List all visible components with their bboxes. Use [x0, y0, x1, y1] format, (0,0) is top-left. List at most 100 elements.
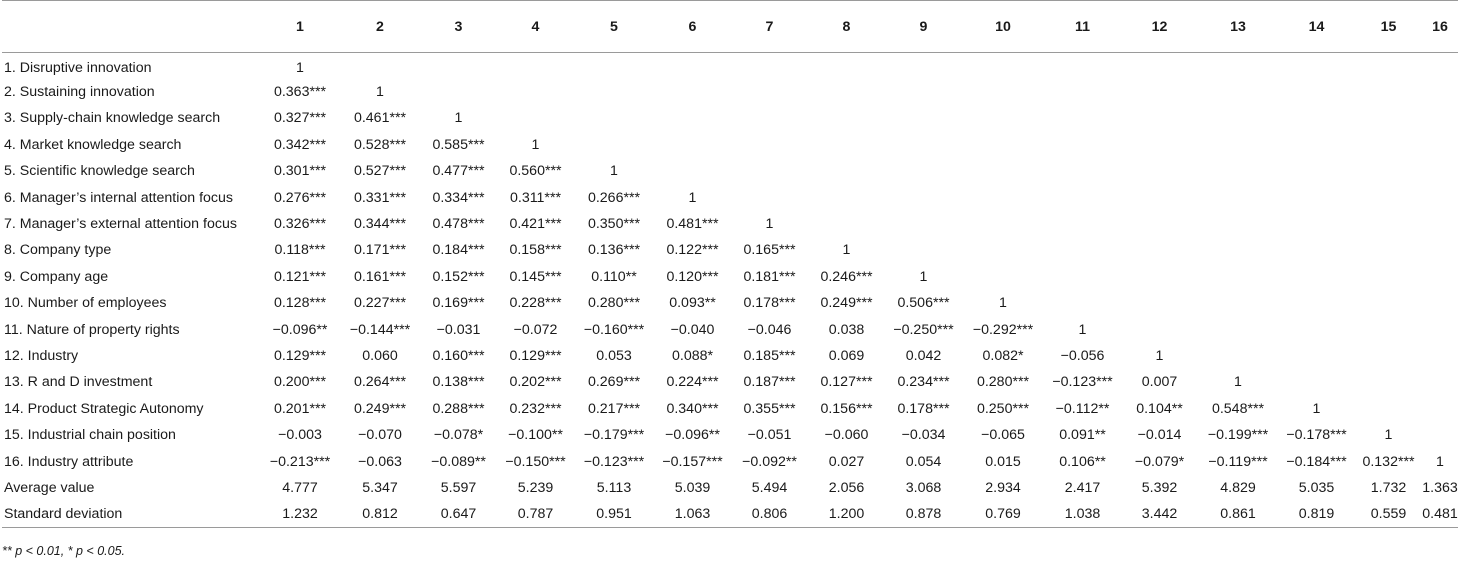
table-cell — [1278, 264, 1355, 290]
table-cell — [885, 184, 962, 210]
table-cell — [1422, 79, 1458, 105]
table-cell: 1 — [1384, 427, 1393, 444]
table-cell: 0.269*** — [587, 374, 641, 391]
table-cell: 1.732 — [1370, 479, 1407, 496]
table-cell — [962, 211, 1044, 237]
table-cell: 0.249*** — [353, 400, 407, 417]
table-cell — [808, 211, 885, 237]
table-cell — [1121, 316, 1198, 342]
table-cell — [1198, 105, 1278, 131]
table-cell: −0.014 — [1137, 427, 1182, 444]
table-cell — [1278, 290, 1355, 316]
table-cell: 0.127*** — [820, 374, 873, 391]
table-cell: 0.145*** — [509, 268, 562, 285]
table-cell — [1198, 79, 1278, 105]
table-cell — [962, 158, 1044, 184]
table-cell — [962, 264, 1044, 290]
table-cell: 0.110** — [591, 268, 637, 285]
table-cell: 0.060 — [362, 347, 398, 364]
table-cell: 0.184*** — [432, 242, 485, 259]
table-cell — [1355, 290, 1422, 316]
table-cell: 0.202*** — [509, 374, 562, 391]
table-cell: 0.506*** — [897, 295, 950, 312]
table-cell — [1044, 290, 1121, 316]
table-cell: 0.160*** — [432, 347, 485, 364]
table-cell — [962, 184, 1044, 210]
table-cell: −0.072 — [513, 321, 558, 338]
row-label: 1. Disruptive innovation — [4, 59, 152, 76]
table-cell — [1422, 343, 1458, 369]
table-cell: 0.340*** — [666, 400, 719, 417]
table-cell: 0.118*** — [274, 242, 326, 259]
table-cell: −0.199*** — [1207, 427, 1269, 444]
table-cell — [962, 105, 1044, 131]
table-cell — [1355, 105, 1422, 131]
table-body: 1. Disruptive innovation 1 2. Sustaining i… — [2, 53, 1458, 529]
table-cell — [731, 132, 808, 158]
table-cell — [1278, 211, 1355, 237]
table-cell: 3.068 — [905, 479, 942, 496]
table-cell: 0.054 — [905, 453, 942, 470]
table-cell: −0.063 — [358, 453, 402, 470]
table-cell: 5.039 — [674, 479, 711, 496]
table-cell: −0.089** — [431, 453, 486, 470]
table-cell — [808, 53, 885, 79]
table-cell: 1 — [919, 268, 928, 285]
table-cell: 0.015 — [985, 453, 1021, 470]
table-cell: −0.079* — [1134, 453, 1185, 470]
table-cell: 0.069 — [828, 347, 865, 364]
table-cell: −0.160*** — [583, 321, 645, 338]
table-cell: 0.878 — [885, 501, 962, 529]
table-row: 2. Sustaining innovation 0.363*** 1 — [2, 79, 1458, 105]
table-cell — [1198, 53, 1278, 79]
table-cell — [1355, 237, 1422, 263]
table-cell — [420, 79, 497, 105]
table-cell — [962, 132, 1044, 158]
column-header: 10 — [962, 0, 1044, 53]
table-cell — [1198, 211, 1278, 237]
table-cell — [1422, 132, 1458, 158]
table-cell: 1 — [531, 136, 540, 153]
table-cell: −0.112** — [1055, 400, 1110, 417]
table-cell — [1355, 316, 1422, 342]
table-cell: 0.326*** — [273, 216, 327, 233]
table-cell: 0.548*** — [1211, 400, 1265, 417]
table-cell: 0.169*** — [432, 295, 485, 312]
row-label: 13. R and D investment — [4, 374, 153, 391]
table-cell: −0.070 — [358, 427, 402, 444]
table-cell — [808, 105, 885, 131]
table-cell: 0.647 — [420, 501, 497, 529]
table-row: 14. Product Strategic Autonomy 0.201*** 0.… — [2, 396, 1458, 422]
table-cell: −0.034 — [901, 427, 946, 444]
table-cell — [1422, 316, 1458, 342]
table-cell — [1355, 343, 1422, 369]
table-cell — [1278, 105, 1355, 131]
table-cell: 1.363 — [1422, 479, 1458, 496]
table-cell: 0.560*** — [509, 163, 562, 180]
table-cell: 0.806 — [731, 501, 808, 529]
table-cell — [1121, 290, 1198, 316]
table-cell: −0.096** — [665, 427, 720, 444]
table-cell: 0.228*** — [509, 295, 562, 312]
table-cell: 0.234*** — [897, 374, 950, 391]
table-cell: 0.363*** — [273, 84, 327, 101]
table-cell — [1422, 369, 1458, 395]
table-cell: −0.250*** — [893, 321, 954, 338]
column-header: 2 — [340, 0, 420, 53]
table-cell: 0.138*** — [432, 374, 485, 391]
table-cell — [420, 53, 497, 79]
table-cell: 0.477*** — [432, 163, 485, 180]
table-cell: 0.769 — [962, 501, 1044, 529]
table-cell: 0.951 — [574, 501, 654, 529]
table-cell — [1044, 158, 1121, 184]
table-cell — [654, 132, 731, 158]
table-cell: 0.181*** — [743, 268, 796, 285]
table-cell — [1355, 184, 1422, 210]
row-label: Standard deviation — [2, 501, 260, 529]
table-cell: −0.144*** — [349, 321, 411, 338]
header-row: 1 2 3 4 5 6 7 8 9 10 11 12 13 14 15 16 — [2, 0, 1458, 53]
table-cell — [885, 211, 962, 237]
table-cell: 0.185*** — [743, 347, 796, 364]
table-cell: 0.355*** — [743, 400, 796, 417]
table-cell — [1198, 290, 1278, 316]
